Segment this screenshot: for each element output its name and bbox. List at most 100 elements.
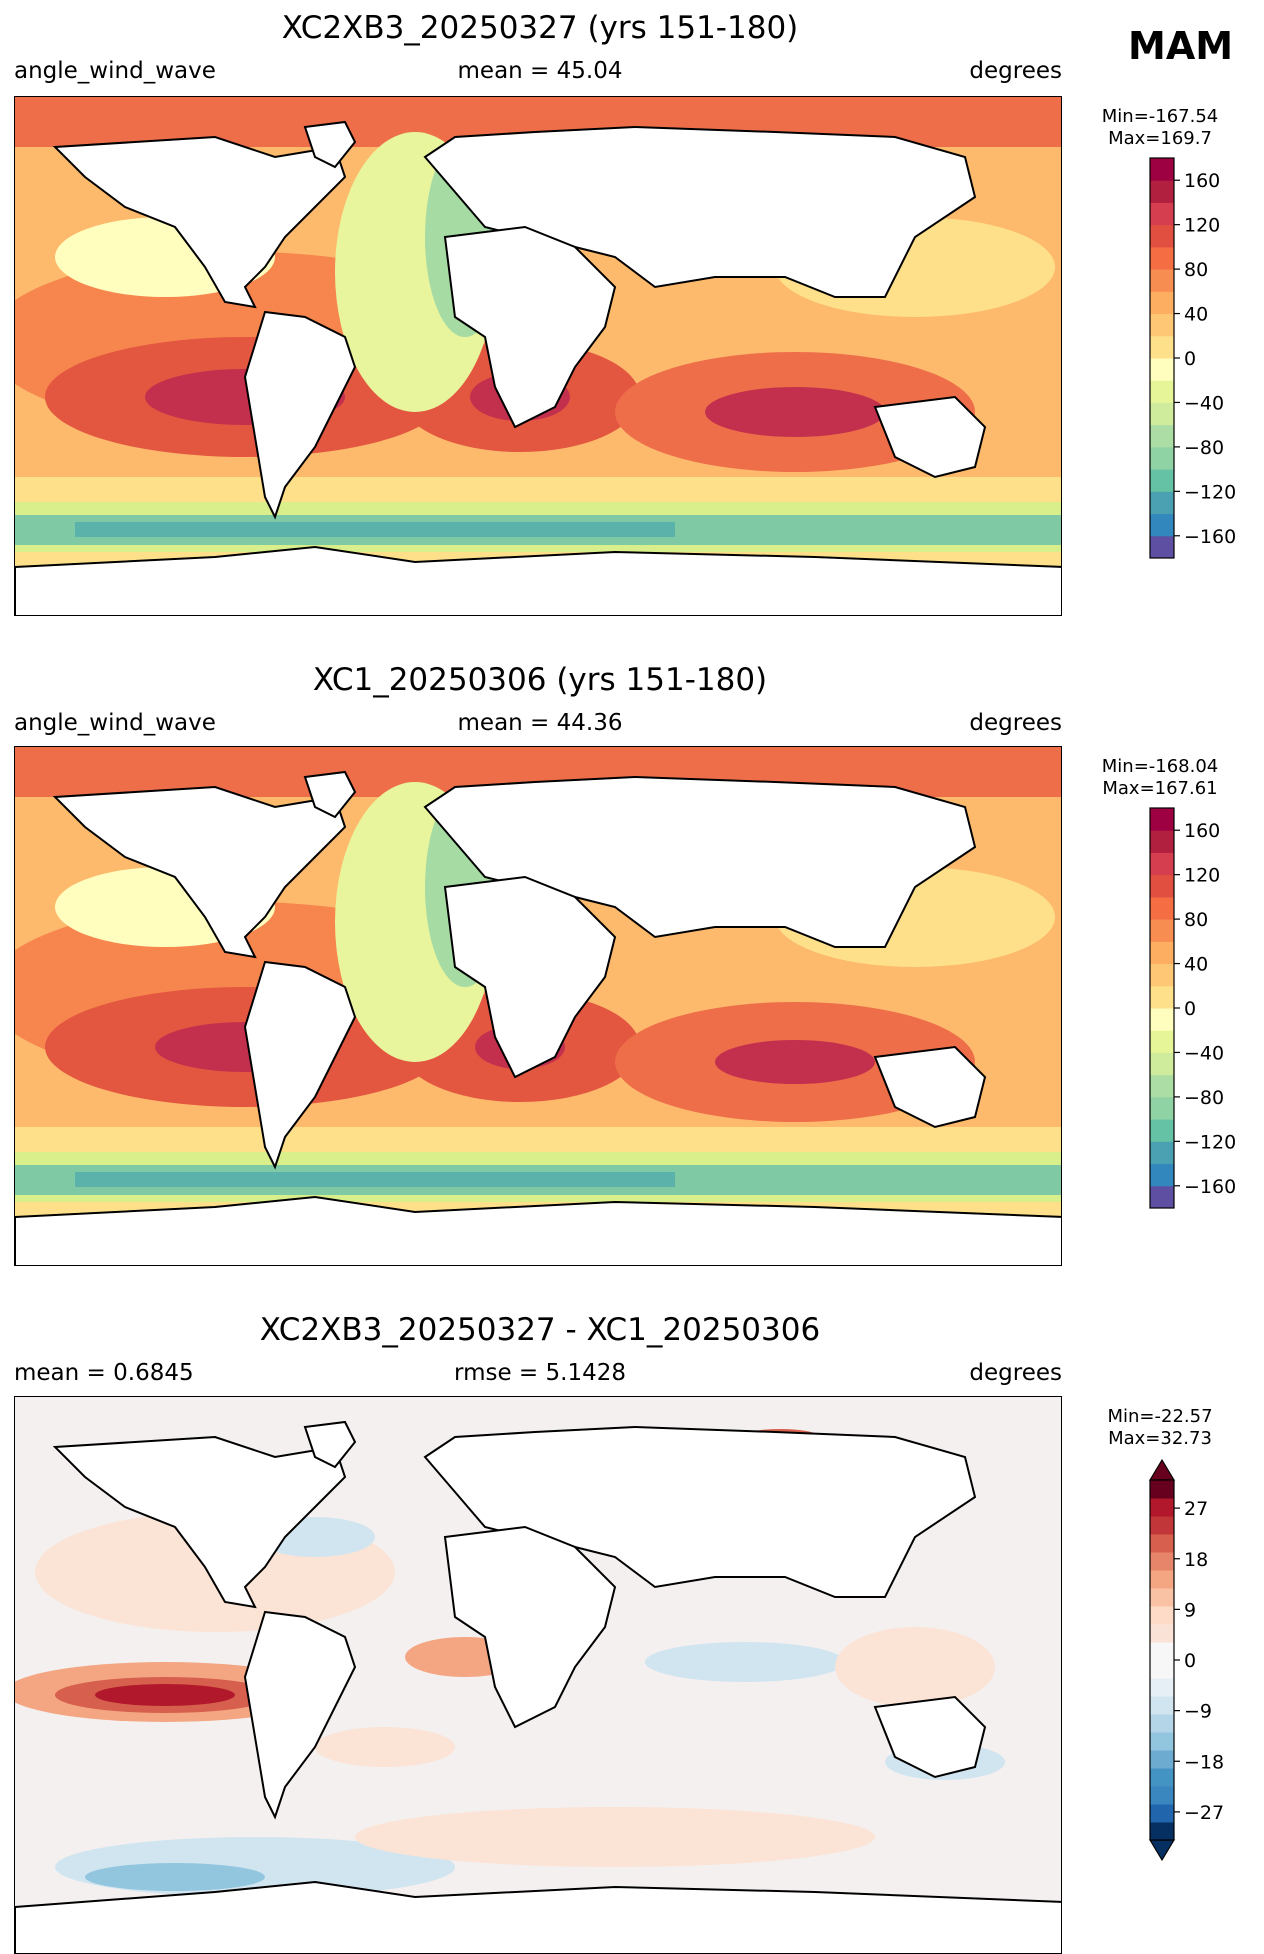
colorbar-segment — [1150, 896, 1174, 920]
panel-3-min: Min=-22.57 — [1107, 1406, 1213, 1427]
colorbar-extend-min — [1148, 1839, 1176, 1862]
colorbar-tick-label: 160 — [1184, 820, 1220, 842]
colorbar-tick-label: −40 — [1184, 392, 1224, 414]
panel-2-title: XC1_20250306 (yrs 151-180) — [312, 662, 768, 698]
colorbar-tick-label: −80 — [1184, 437, 1224, 459]
colorbar-tick-label: −160 — [1184, 1176, 1236, 1198]
colorbar-segment — [1150, 491, 1174, 515]
colorbar-tick-label: 0 — [1184, 348, 1196, 370]
colorbar-segment — [1150, 1516, 1174, 1535]
colorbar-segment — [1150, 808, 1174, 831]
colorbar-segment — [1150, 535, 1174, 559]
panel-2-max: Max=167.61 — [1102, 778, 1218, 799]
colorbar-tick-label: 0 — [1184, 1650, 1196, 1672]
panel-2-minmax: Min=-168.04 Max=167.61 — [1075, 756, 1245, 800]
colorbar-tick-label: −9 — [1184, 1701, 1212, 1723]
panel-3-units-label: degrees — [969, 1360, 1062, 1386]
colorbar-segment — [1150, 202, 1174, 226]
colorbar-segment — [1150, 1480, 1174, 1499]
colorbar-extend-max — [1148, 1458, 1176, 1481]
colorbar-segment — [1150, 1498, 1174, 1517]
colorbar-segment — [1150, 1768, 1174, 1787]
colorbar-tick-label: −160 — [1184, 526, 1236, 548]
colorbar-segment — [1150, 1163, 1174, 1187]
colorbar-segment — [1150, 1552, 1174, 1571]
panel-1-map — [14, 96, 1062, 616]
panel-1-title: XC2XB3_20250327 (yrs 151-180) — [281, 10, 799, 46]
panel-2-land — [15, 770, 1061, 1265]
colorbar-segment — [1150, 446, 1174, 470]
colorbar-segment — [1150, 1052, 1174, 1076]
panel-1-variable-label: angle_wind_wave — [14, 58, 216, 84]
colorbar-segment — [1150, 963, 1174, 987]
panel-3-max: Max=32.73 — [1108, 1428, 1212, 1449]
colorbar-tick-label: 40 — [1184, 304, 1208, 326]
colorbar-segment — [1150, 1096, 1174, 1120]
colorbar-tick-label: 80 — [1184, 259, 1208, 281]
panel-1-units-label: degrees — [969, 58, 1062, 84]
season-label: MAM — [1128, 24, 1234, 68]
colorbar-segment — [1150, 1030, 1174, 1053]
colorbar-segment — [1150, 246, 1174, 270]
colorbar-segment — [1150, 380, 1174, 403]
colorbar-segment — [1150, 1141, 1174, 1165]
panel-3-title: XC2XB3_20250327 - XC1_20250306 — [259, 1312, 821, 1348]
colorbar-segment — [1150, 1750, 1174, 1769]
colorbar-segment — [1150, 424, 1174, 448]
colorbar-segment — [1150, 1074, 1174, 1098]
colorbar-tick-label: 40 — [1184, 954, 1208, 976]
colorbar-segment — [1150, 313, 1174, 337]
colorbar-segment — [1150, 1732, 1174, 1751]
colorbar-segment — [1150, 1786, 1174, 1805]
colorbar-tick-label: 80 — [1184, 909, 1208, 931]
colorbar-tick-label: 120 — [1184, 865, 1220, 887]
panel-2-units-label: degrees — [969, 710, 1062, 736]
colorbar-segment — [1150, 158, 1174, 181]
colorbar-segment — [1150, 1185, 1174, 1209]
colorbar-segment — [1150, 874, 1174, 898]
colorbar-segment — [1150, 1119, 1174, 1142]
panel-1-minmax: Min=-167.54 Max=169.7 — [1075, 106, 1245, 150]
colorbar-tick-label: −40 — [1184, 1042, 1224, 1064]
colorbar-segment — [1150, 513, 1174, 537]
colorbar-segment — [1150, 402, 1174, 426]
colorbar-segment — [1150, 919, 1174, 942]
colorbar-tick-label: −120 — [1184, 1131, 1236, 1153]
panel-3-map — [14, 1396, 1062, 1954]
colorbar-segment — [1150, 224, 1174, 248]
colorbar-segment — [1150, 1588, 1174, 1607]
colorbar-segment — [1150, 269, 1174, 292]
colorbar-tick-label: −80 — [1184, 1087, 1224, 1109]
colorbar-segment — [1150, 1642, 1174, 1661]
panel-3-minmax: Min=-22.57 Max=32.73 — [1075, 1406, 1245, 1450]
panel-3-colorbar: 27 18 9 0 −9 −18 −27 — [1148, 1458, 1240, 1862]
panel-1-min: Min=-167.54 — [1101, 106, 1219, 127]
panel-2-map — [14, 746, 1062, 1266]
colorbar-tick-label: 27 — [1184, 1498, 1208, 1520]
colorbar-segment — [1150, 1606, 1174, 1625]
colorbar-segment — [1150, 1822, 1174, 1841]
colorbar-segment — [1150, 335, 1174, 359]
colorbar-segment — [1150, 1678, 1174, 1697]
colorbar-segment — [1150, 1696, 1174, 1715]
colorbar-tick-label: 0 — [1184, 998, 1196, 1020]
panel-2-min: Min=-168.04 — [1101, 756, 1219, 777]
colorbar-segment — [1150, 852, 1174, 876]
panel-1-colorbar: 160 120 80 40 0 −40 −80 −120 −160 — [1149, 157, 1240, 559]
colorbar-segment — [1150, 358, 1174, 381]
panel-2-variable-label: angle_wind_wave — [14, 710, 216, 736]
colorbar-segment — [1150, 469, 1174, 492]
panel-3-mean-label: mean = 0.6845 — [14, 1360, 194, 1386]
colorbar-segment — [1150, 1534, 1174, 1553]
colorbar-tick-label: −120 — [1184, 481, 1236, 503]
panel-3-land — [15, 1420, 1061, 1953]
panel-3-rmse-label: rmse = 5.1428 — [454, 1360, 626, 1386]
colorbar-tick-label: 9 — [1184, 1599, 1196, 1621]
colorbar-tick-label: −27 — [1184, 1802, 1224, 1824]
panel-2-mean-label: mean = 44.36 — [457, 710, 623, 736]
panel-1-mean-label: mean = 45.04 — [457, 58, 623, 84]
panel-2-colorbar: 160 120 80 40 0 −40 −80 −120 −160 — [1149, 807, 1240, 1209]
colorbar-tick-label: 160 — [1184, 170, 1220, 192]
colorbar-segment — [1150, 985, 1174, 1009]
colorbar-segment — [1150, 1624, 1174, 1643]
